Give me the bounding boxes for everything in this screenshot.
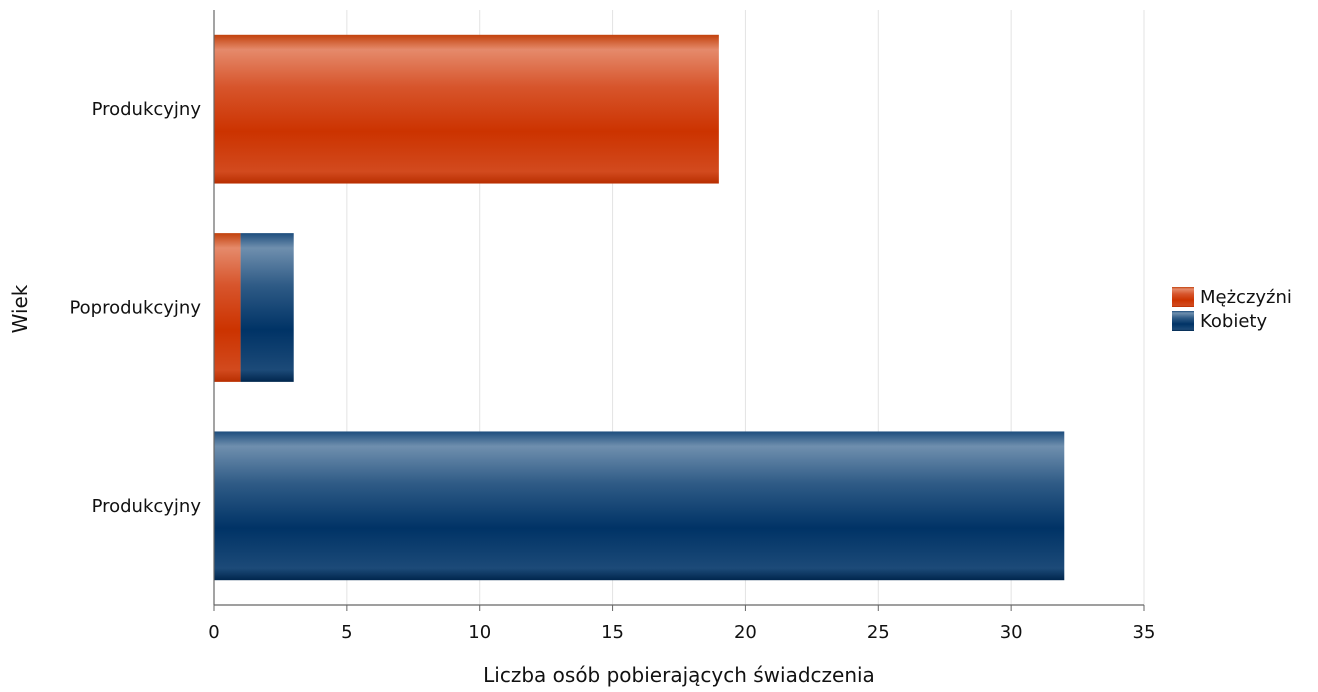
bars <box>214 34 1065 581</box>
legend: Mężczyźni Kobiety <box>1172 287 1292 332</box>
bar-women-2 <box>214 431 1065 581</box>
bar-men-1 <box>214 233 241 382</box>
bar-women-1 <box>240 233 294 382</box>
axes <box>213 10 1145 611</box>
x-tick-label-25: 25 <box>867 622 890 643</box>
y-category-label-1: Poprodukcyjny <box>69 298 201 319</box>
x-tick-label-20: 20 <box>734 622 757 643</box>
x-tick-label-0: 0 <box>208 622 219 643</box>
legend-swatch-1 <box>1172 311 1194 331</box>
x-tick-label-10: 10 <box>468 622 491 643</box>
y-category-labels: Produkcyjny Poprodukcyjny Produkcyjny <box>69 99 201 517</box>
x-tick-label-30: 30 <box>1000 622 1023 643</box>
y-category-label-0: Produkcyjny <box>92 99 202 120</box>
y-category-label-2: Produkcyjny <box>92 496 202 517</box>
legend-swatch-0 <box>1172 287 1194 307</box>
x-tick-label-5: 5 <box>341 622 352 643</box>
y-axis-title: Wiek <box>8 284 32 333</box>
legend-label-0: Mężczyźni <box>1200 287 1292 308</box>
x-axis-title: Liczba osób pobierających świadczenia <box>483 663 875 687</box>
x-tick-labels: 0 5 10 15 20 25 30 35 <box>208 622 1155 643</box>
legend-label-1: Kobiety <box>1200 311 1267 332</box>
bar-men-0 <box>214 34 719 184</box>
x-tick-label-35: 35 <box>1133 622 1156 643</box>
x-tick-label-15: 15 <box>601 622 624 643</box>
